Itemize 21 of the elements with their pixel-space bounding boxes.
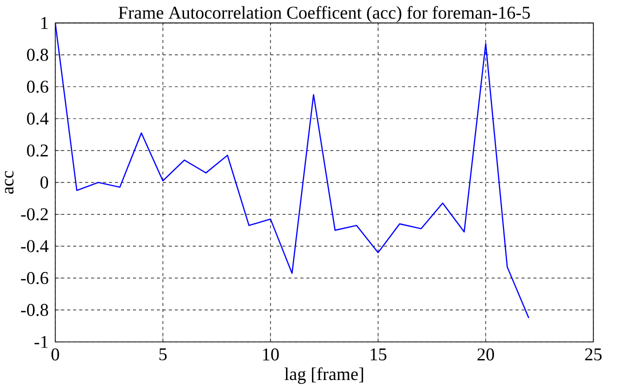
y-axis-title: acc <box>4 170 14 194</box>
y-tick-label: -0.6 <box>21 272 48 284</box>
y-tick-label: -0.4 <box>21 240 48 252</box>
y-tick-label: 0.4 <box>27 112 48 125</box>
y-tick-label: 0.6 <box>27 80 48 93</box>
y-tick-label: 0 <box>40 176 48 188</box>
x-tick-label: 5 <box>159 348 167 360</box>
y-tick-label: 0.2 <box>27 144 48 156</box>
x-axis-title: lag [frame] <box>284 367 364 384</box>
chart-title: Frame Autocorrelation Coefficent (acc) for foreman-16-5 <box>118 6 530 22</box>
x-tick-label: 25 <box>585 348 602 360</box>
y-tick-label: -1 <box>34 336 48 348</box>
y-tick-label: -0.8 <box>21 304 48 316</box>
x-tick-label: 10 <box>263 348 279 360</box>
x-tick-label: 0 <box>51 348 60 360</box>
y-tick-label: -0.2 <box>21 208 48 220</box>
y-tick-label: 0.8 <box>27 48 48 61</box>
y-tick-label: 1 <box>41 16 48 29</box>
line-series <box>55 22 530 318</box>
x-tick-label: 20 <box>478 348 494 360</box>
x-tick-label: 15 <box>370 348 386 360</box>
